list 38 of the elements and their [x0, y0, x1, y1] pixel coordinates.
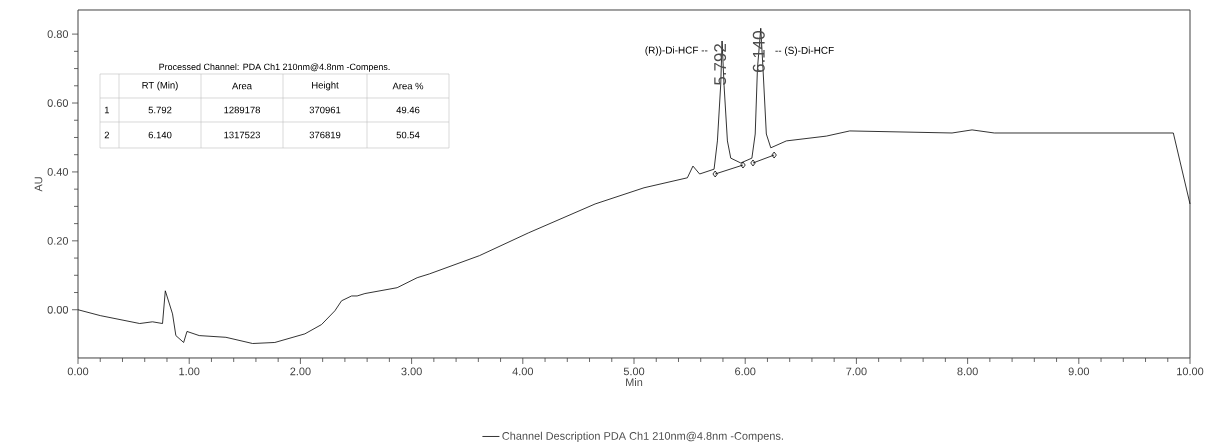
x-axis-title: Min — [626, 378, 643, 387]
annotation: -- (S)-Di-HCF — [775, 46, 834, 56]
x-tick-label: 1.00 — [179, 367, 200, 376]
y-tick-label: 0.20 — [47, 236, 69, 245]
x-tick-label: 5.00 — [623, 367, 645, 376]
annotation: 376819 — [309, 131, 341, 139]
annotation: 1 — [104, 106, 110, 114]
y-tick-label: 0.00 — [47, 305, 69, 314]
legend-label: Channel Description PDA Ch1 210nm@4.8nm -Compens. — [502, 431, 783, 442]
annotation: Height — [312, 81, 339, 91]
annotation: Area — [232, 82, 253, 90]
x-tick-label: 8.00 — [957, 367, 978, 376]
annotation: 1289178 — [224, 106, 261, 114]
x-tick-label: 10.00 — [1177, 367, 1204, 376]
annotation: 50.54 — [396, 131, 420, 139]
x-tick-label: 0.00 — [67, 367, 89, 376]
annotation: 5.792 — [148, 106, 172, 114]
annotation: 2 — [104, 131, 110, 139]
annotation: 49.46 — [396, 106, 420, 114]
annotation: (R))-Di-HCF -- — [645, 46, 708, 56]
x-tick-label: 6.00 — [735, 367, 756, 376]
annotation: Processed Channel: PDA Ch1 210nm@4.8nm -Compens. — [159, 63, 390, 72]
annotation: 6.140 — [148, 131, 172, 139]
x-tick-label: 2.00 — [290, 367, 311, 376]
annotation: 1317523 — [224, 131, 260, 139]
annotation: Area % — [392, 82, 424, 90]
x-tick-label: 3.00 — [401, 367, 422, 376]
x-tick-label: 4.00 — [512, 367, 534, 376]
y-tick-label: 0.80 — [47, 30, 69, 38]
annotation: RT (Min) — [142, 81, 178, 91]
annotation: 6.140 — [752, 31, 765, 72]
x-tick-label: 7.00 — [846, 367, 867, 376]
y-axis-title: AU — [34, 177, 43, 192]
y-tick-label: 0.40 — [47, 168, 69, 176]
annotation: 5.792 — [714, 44, 727, 85]
annotation: 370961 — [309, 106, 341, 114]
x-tick-label: 9.00 — [1068, 367, 1090, 376]
y-tick-label: 0.60 — [47, 99, 69, 107]
